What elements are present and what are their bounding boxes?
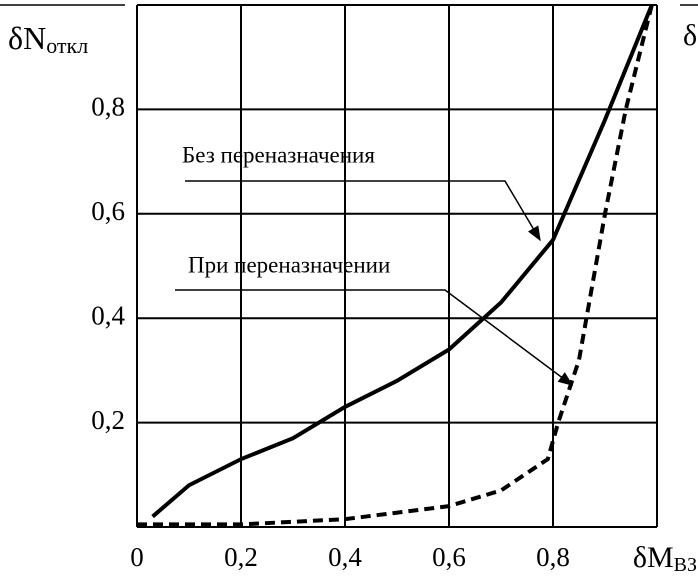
- x-tick-label: 0,6: [432, 542, 466, 572]
- series-line: [137, 4, 654, 527]
- series-line: [151, 4, 654, 519]
- y-tick-label: 0,8: [91, 92, 125, 122]
- annotation-arrow: [175, 289, 574, 386]
- series-annotation: Без переназначения: [182, 142, 375, 167]
- y-label-sub: откл: [46, 33, 88, 58]
- x-label-sub: ВЗ: [674, 554, 697, 576]
- x-label-main: δM: [633, 541, 674, 574]
- x-tick-label: 0,8: [536, 542, 570, 572]
- x-axis-label: δMВЗ: [633, 541, 697, 576]
- series-annotation: При переназначении: [188, 252, 390, 277]
- clipped-label: δ: [683, 19, 697, 52]
- y-tick-label: 0,6: [91, 196, 125, 226]
- y-tick-label: 0,4: [91, 300, 125, 330]
- y-tick-label: 0,2: [91, 405, 125, 435]
- x-tick-label: 0,4: [328, 542, 362, 572]
- annotation-arrow: [185, 180, 541, 242]
- y-label-main: δN: [8, 20, 46, 56]
- x-tick-label: 0: [130, 542, 144, 572]
- x-tick-label: 0,2: [224, 542, 258, 572]
- y-axis-label: δNоткл: [8, 20, 88, 58]
